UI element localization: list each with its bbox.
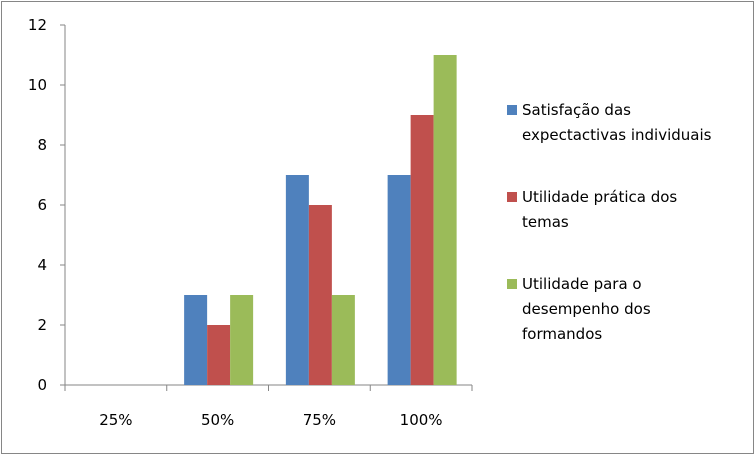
legend-label: formandos — [522, 325, 602, 343]
y-tick-label: 0 — [37, 376, 47, 394]
legend-swatch — [507, 192, 517, 202]
bar — [433, 55, 457, 385]
x-tick-label: 75% — [303, 411, 336, 429]
bar — [331, 295, 355, 385]
legend-swatch — [507, 105, 517, 115]
bar — [308, 205, 332, 385]
legend-label: desempenho dos — [522, 300, 651, 318]
y-tick-label: 2 — [37, 316, 47, 334]
x-tick-label: 50% — [201, 411, 234, 429]
y-tick-label: 6 — [37, 196, 47, 214]
legend-label: temas — [522, 213, 569, 231]
bar — [184, 295, 208, 385]
x-tick-label: 25% — [99, 411, 132, 429]
x-tick-label: 100% — [400, 411, 443, 429]
bar — [387, 175, 411, 385]
legend-label: Satisfação das — [522, 101, 631, 119]
y-tick-label: 10 — [28, 76, 47, 94]
bar — [207, 325, 231, 385]
legend-swatch — [507, 279, 517, 289]
bar — [230, 295, 254, 385]
y-tick-label: 8 — [37, 136, 47, 154]
legend-label: Utilidade prática dos — [522, 188, 677, 206]
bar — [410, 115, 434, 385]
y-tick-label: 4 — [37, 256, 47, 274]
y-tick-label: 12 — [28, 16, 47, 34]
legend-label: Utilidade para o — [522, 275, 642, 293]
bar — [285, 175, 309, 385]
legend-label: expectactivas individuais — [522, 126, 712, 144]
